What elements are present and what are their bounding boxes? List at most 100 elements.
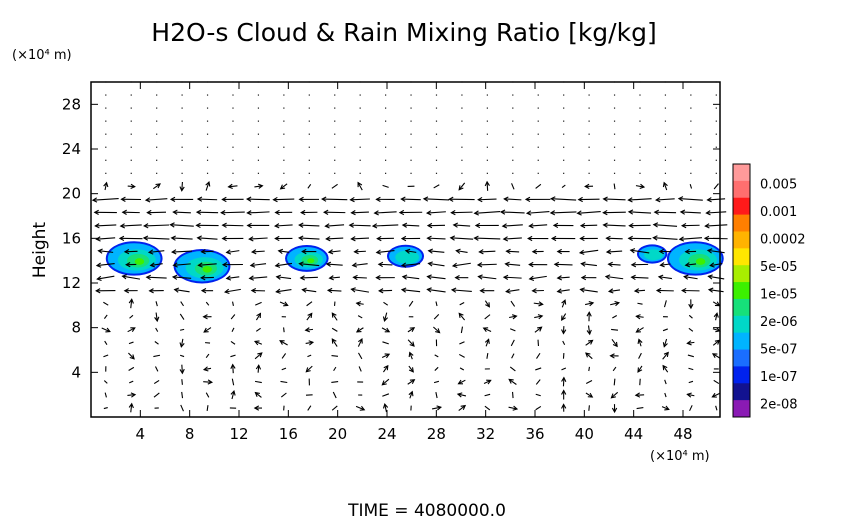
wind-arrow bbox=[512, 391, 514, 399]
wind-arrow bbox=[401, 274, 420, 280]
wind-arrow-head bbox=[327, 249, 334, 255]
wind-arrow bbox=[301, 248, 317, 255]
wind-arrow bbox=[508, 378, 517, 385]
wind-arrow-shaft bbox=[656, 198, 675, 201]
wind-arrow bbox=[129, 380, 134, 384]
wind-arrow-shaft bbox=[662, 352, 669, 360]
wind-arrow-shaft bbox=[230, 314, 236, 320]
wind-arrow-head bbox=[408, 367, 414, 373]
wind-arrow bbox=[298, 196, 320, 203]
wind-arrow-head bbox=[355, 327, 362, 333]
wind-arrow-head bbox=[400, 196, 406, 202]
wind-arrow-shaft bbox=[381, 378, 390, 386]
wind-arrow bbox=[707, 287, 724, 293]
colorbar-swatch bbox=[733, 349, 750, 367]
wind-arrow bbox=[434, 366, 439, 371]
wind-arrow-shaft bbox=[181, 391, 184, 399]
wind-arrow-shaft bbox=[663, 338, 668, 347]
wind-arrow-head bbox=[121, 274, 127, 280]
wind-arrow bbox=[688, 380, 694, 384]
colorbar-label: 2e-06 bbox=[760, 315, 798, 330]
wind-arrow bbox=[127, 183, 136, 189]
wind-arrow bbox=[143, 223, 170, 229]
wind-arrow bbox=[637, 302, 643, 305]
wind-arrow bbox=[373, 210, 397, 216]
wind-arrow bbox=[250, 287, 266, 294]
wind-arrow-shaft bbox=[680, 211, 701, 214]
wind-arrow bbox=[511, 353, 515, 359]
wind-arrow bbox=[712, 327, 721, 333]
wind-arrow bbox=[206, 405, 209, 412]
wind-arrow bbox=[93, 209, 117, 216]
wind-arrow-head bbox=[279, 340, 285, 345]
wind-arrow-head bbox=[274, 209, 280, 216]
wind-arrow-head bbox=[220, 210, 226, 216]
wind-arrow-shaft bbox=[358, 366, 362, 372]
wind-arrow-head bbox=[454, 274, 460, 281]
wind-arrow-shaft bbox=[588, 405, 590, 411]
x-tick-label: 24 bbox=[377, 425, 396, 443]
wind-arrow bbox=[535, 405, 542, 411]
wind-arrow bbox=[459, 341, 465, 345]
wind-arrow-head bbox=[245, 196, 252, 202]
wind-arrow-shaft bbox=[401, 263, 421, 267]
wind-arrow-shaft bbox=[127, 185, 135, 188]
wind-arrow-head bbox=[404, 248, 411, 254]
wind-arrow-shaft bbox=[712, 392, 721, 398]
wind-arrow bbox=[638, 352, 642, 359]
wind-arrow-head bbox=[561, 403, 567, 409]
colorbar-swatch bbox=[733, 332, 750, 350]
wind-arrow-shaft bbox=[684, 275, 698, 280]
wind-arrow bbox=[95, 262, 115, 268]
wind-arrow bbox=[628, 222, 651, 229]
wind-arrow bbox=[711, 353, 720, 359]
wind-arrow-head bbox=[614, 300, 621, 307]
wind-arrow bbox=[613, 183, 616, 190]
wind-arrow bbox=[125, 262, 137, 268]
wind-arrow-shaft bbox=[660, 263, 671, 266]
wind-arrow bbox=[103, 380, 108, 384]
wind-arrow-head bbox=[633, 288, 640, 294]
wind-arrow bbox=[689, 184, 693, 189]
wind-arrow bbox=[585, 339, 594, 346]
wind-arrow-head bbox=[375, 249, 382, 255]
wind-arrow-shaft bbox=[486, 181, 489, 191]
wind-arrow-shaft bbox=[356, 327, 364, 333]
x-tick-label: 32 bbox=[476, 425, 495, 443]
wind-arrow bbox=[382, 364, 389, 373]
wind-arrow bbox=[127, 392, 137, 398]
wind-arrow bbox=[477, 274, 497, 280]
wind-arrow bbox=[279, 301, 289, 307]
wind-arrow bbox=[577, 196, 600, 203]
wind-arrow bbox=[375, 249, 395, 255]
wind-arrow-shaft bbox=[280, 183, 288, 190]
colorbar-swatch bbox=[733, 383, 750, 401]
wind-arrow-shaft bbox=[605, 275, 624, 280]
wind-arrow bbox=[535, 379, 541, 385]
wind-arrow-shaft bbox=[171, 237, 193, 240]
wind-arrow-shaft bbox=[104, 182, 108, 191]
wind-arrow-shaft bbox=[458, 405, 466, 411]
wind-arrow bbox=[230, 389, 236, 400]
wind-arrow-shaft bbox=[509, 328, 516, 332]
wind-arrow bbox=[142, 235, 170, 241]
wind-arrow-shaft bbox=[585, 302, 594, 306]
plot-frame bbox=[90, 81, 721, 418]
wind-arrow bbox=[484, 180, 490, 191]
wind-arrow-shaft bbox=[378, 263, 393, 266]
wind-arrow-head bbox=[607, 261, 613, 268]
wind-arrow-head bbox=[254, 391, 260, 397]
wind-arrow-head bbox=[552, 222, 559, 229]
wind-arrow-head bbox=[95, 236, 101, 242]
wind-arrow bbox=[459, 302, 465, 306]
wind-arrow-head bbox=[629, 248, 636, 254]
chart-title: H2O-s Cloud & Rain Mixing Ratio [kg/kg] bbox=[151, 18, 656, 47]
wind-arrow-shaft bbox=[502, 224, 523, 227]
wind-arrow-head bbox=[408, 351, 414, 358]
wind-arrow-head bbox=[422, 196, 429, 202]
wind-arrow-shaft bbox=[326, 237, 344, 240]
wind-arrow bbox=[129, 314, 134, 319]
wind-arrow-shaft bbox=[279, 340, 288, 346]
wind-arrow-shaft bbox=[357, 338, 363, 347]
